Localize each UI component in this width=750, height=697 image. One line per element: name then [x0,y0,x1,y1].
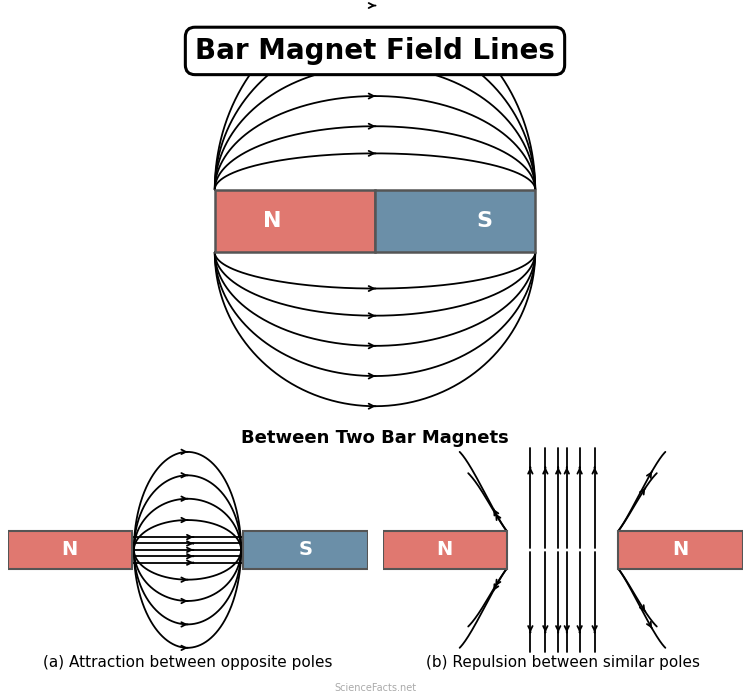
Bar [243,531,368,569]
Text: S: S [298,540,312,560]
Text: Bar Magnet Field Lines: Bar Magnet Field Lines [195,37,555,65]
Bar [214,190,375,252]
Text: (b) Repulsion between similar poles: (b) Repulsion between similar poles [425,655,700,671]
Text: (a) Attraction between opposite poles: (a) Attraction between opposite poles [43,655,332,671]
Text: N: N [263,211,282,231]
Bar [375,190,536,252]
Text: N: N [62,540,78,560]
Bar [8,531,132,569]
Text: N: N [436,540,453,560]
Bar [382,531,507,569]
Text: N: N [672,540,688,560]
Text: ScienceFacts.net: ScienceFacts.net [334,684,416,694]
Text: S: S [476,211,492,231]
Text: Between Two Bar Magnets: Between Two Bar Magnets [242,429,509,447]
Bar [618,531,742,569]
